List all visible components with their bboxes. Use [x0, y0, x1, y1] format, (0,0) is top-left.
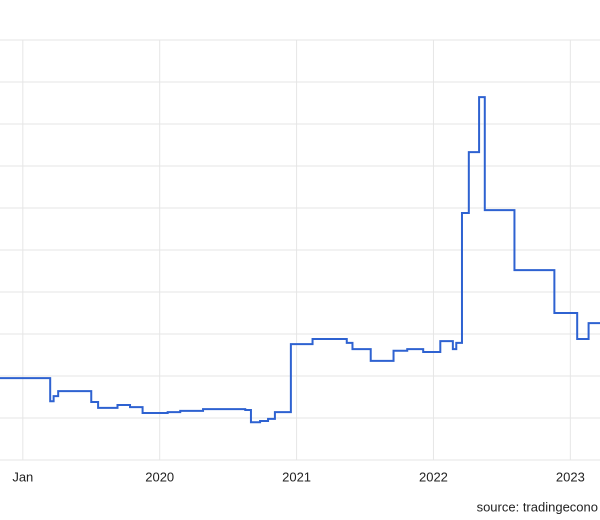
x-tick-label: 2022	[419, 469, 448, 484]
x-tick-label: 2023	[556, 469, 585, 484]
x-tick-label: Jan	[12, 469, 33, 484]
x-tick-label: 2020	[145, 469, 174, 484]
source-note: source: tradingecono	[477, 499, 598, 514]
line-series	[0, 96, 600, 424]
x-tick-label: 2021	[282, 469, 311, 484]
